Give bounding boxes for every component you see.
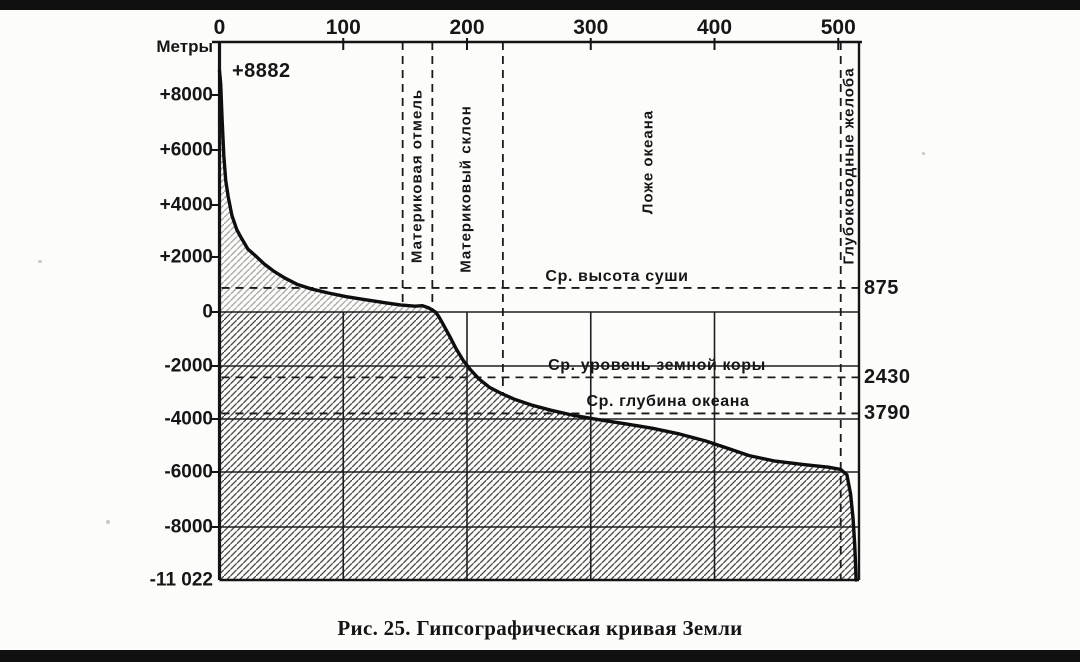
y-tick-label: -11 022: [149, 569, 213, 591]
y-tick-label: +6000: [159, 139, 213, 161]
scan-speck: [106, 520, 110, 524]
scan-speck: [922, 152, 925, 155]
zone-label: Глубоководные желоба: [840, 67, 858, 265]
y-tick-label: -4000: [164, 408, 213, 430]
y-axis-title: Метры: [156, 37, 213, 56]
y-tick-label: +2000: [159, 246, 213, 268]
reference-value-label: 2430: [864, 366, 911, 389]
zone-label: Материковый склон: [457, 105, 475, 273]
x-tick-label: 0: [213, 16, 226, 39]
reference-text-label: Ср. глубина океана: [586, 393, 750, 411]
y-tick-label: -6000: [164, 461, 213, 483]
y-tick-label: 0: [202, 301, 213, 323]
zone-label: Материковая отмель: [408, 88, 426, 264]
land-area-fill: [219, 70, 436, 312]
y-tick-label: -8000: [164, 516, 213, 538]
reference-value-label: 875: [864, 276, 899, 299]
x-tick-label: 300: [573, 16, 609, 39]
reference-text-label: Ср. высота суши: [545, 267, 689, 285]
x-tick-label: 400: [696, 16, 733, 39]
y-tick-label: +8000: [159, 84, 213, 106]
hypsographic-curve: [217, 68, 858, 582]
y-tick-label: +4000: [159, 194, 213, 216]
x-tick-label: 100: [325, 16, 361, 39]
scan-speck: [38, 260, 42, 263]
x-tick-label: 200: [449, 16, 485, 39]
reference-value-label: 3790: [864, 402, 911, 425]
peak-elevation-annotation: +8882: [232, 60, 291, 82]
reference-text-label: Ср. уровень земной коры: [548, 357, 766, 375]
ocean-area-fill: [219, 312, 859, 580]
y-tick-label: -2000: [164, 355, 213, 377]
x-tick-label: 500: [820, 16, 856, 39]
figure-caption: Рис. 25. Гипсографическая кривая Земли: [337, 616, 743, 640]
zone-label: Ложе океана: [639, 109, 657, 215]
letterbox-bottom-bar: [0, 650, 1080, 662]
letterbox-top-bar: [0, 0, 1080, 10]
